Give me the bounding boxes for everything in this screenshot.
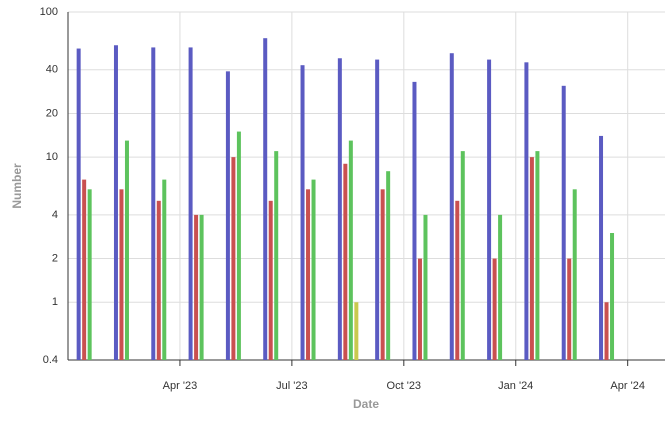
bar <box>604 302 609 360</box>
bar <box>535 151 540 360</box>
y-tick-label: 10 <box>46 151 58 163</box>
x-tick-label: Jan '24 <box>498 380 533 392</box>
bar <box>498 214 503 360</box>
bar <box>82 179 87 360</box>
bar <box>449 53 454 360</box>
x-tick-label: Oct '23 <box>387 380 422 392</box>
x-tick-label: Apr '23 <box>163 380 198 392</box>
y-tick-label: 0.4 <box>43 354 58 366</box>
bar <box>113 45 118 360</box>
bar <box>572 189 577 360</box>
bar <box>561 85 566 360</box>
bar <box>348 140 353 360</box>
bar <box>231 157 236 360</box>
bar <box>417 258 422 360</box>
bar <box>610 233 615 360</box>
y-tick-label: 1 <box>52 296 58 308</box>
bar <box>236 131 241 360</box>
bar <box>492 258 497 360</box>
bar <box>380 189 385 360</box>
bar <box>156 200 161 360</box>
bar <box>306 189 311 360</box>
x-axis-title: Date <box>353 397 379 411</box>
bar <box>194 214 199 360</box>
y-axis-title: Number <box>10 163 24 209</box>
y-tick-label: 100 <box>40 6 58 18</box>
bar <box>225 71 230 361</box>
bar <box>567 258 572 360</box>
bar <box>343 163 348 360</box>
bar <box>151 47 156 360</box>
y-tick-label: 2 <box>52 252 58 264</box>
x-tick-label: Jul '23 <box>276 380 307 392</box>
bar <box>76 48 81 361</box>
bar <box>524 62 529 360</box>
x-tick-label: Apr '24 <box>610 380 645 392</box>
bar <box>87 189 92 360</box>
bar <box>599 135 604 360</box>
bar <box>188 47 193 360</box>
bar <box>423 214 428 360</box>
bar <box>199 214 204 360</box>
bar <box>375 59 380 360</box>
bar <box>300 65 305 360</box>
y-tick-label: 4 <box>52 209 58 221</box>
bar <box>386 171 391 360</box>
bar <box>119 189 124 360</box>
bar <box>311 179 316 360</box>
bar <box>263 38 268 361</box>
bar <box>162 179 167 360</box>
bar <box>274 151 279 360</box>
bar <box>412 81 417 360</box>
bar <box>487 59 492 360</box>
y-tick-label: 20 <box>46 107 58 119</box>
bar <box>354 302 359 360</box>
bar <box>337 58 342 360</box>
bar <box>460 151 465 360</box>
bar <box>455 200 460 360</box>
bar <box>529 157 534 360</box>
bar <box>268 200 273 360</box>
bar <box>124 140 129 360</box>
y-tick-label: 40 <box>46 64 58 76</box>
